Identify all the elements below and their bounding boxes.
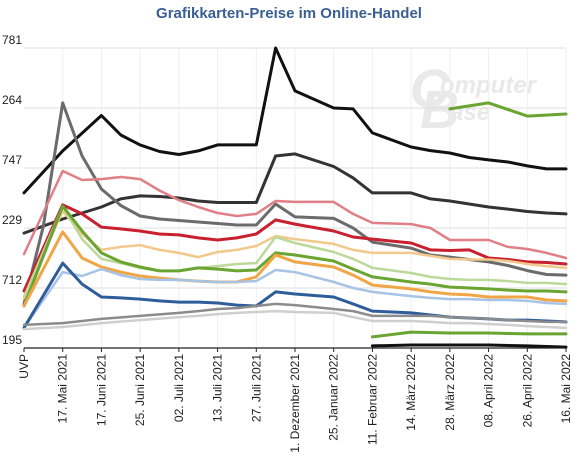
chart-title: Grafikkarten-Preise im Online-Handel xyxy=(156,5,422,22)
x-axis-labels: UVP 17. Mai 2021 17. Juni 2021 25. Juni 202… xyxy=(17,354,573,453)
series-line-14 xyxy=(448,101,568,118)
y-tick-label: 712 xyxy=(2,273,22,287)
x-tick-label: 28. März 2022 xyxy=(443,354,457,431)
series-line-5 xyxy=(22,203,568,293)
series-line-13 xyxy=(22,309,568,331)
series-line-3 xyxy=(22,101,568,306)
x-tick-label: 17. Mai 2021 xyxy=(56,354,70,424)
y-axis-labels: 781 264 747 229 712 195 xyxy=(2,33,22,347)
series-line-1 xyxy=(22,46,568,195)
y-tick-label: 195 xyxy=(2,333,22,347)
y-tick-label: 781 xyxy=(2,33,22,47)
x-tick-label: 08. April 2022 xyxy=(482,354,496,428)
series-line-8 xyxy=(22,204,568,308)
series-line-15 xyxy=(370,330,568,339)
series-line-12 xyxy=(22,302,568,327)
x-tick-label: 26. April 2022 xyxy=(520,354,534,428)
x-tick-label: 11. Februar 2022 xyxy=(365,354,379,445)
x-tick-label: 02. Juli 2021 xyxy=(172,354,186,422)
series-line-2 xyxy=(22,152,568,235)
x-tick-label: 13. Juli 2021 xyxy=(211,354,225,422)
x-tick-label: 25. Januar 2022 xyxy=(327,354,341,441)
computerbase-watermark: C omputer B ase xyxy=(410,59,538,140)
x-tick-label: 25. Juni 2021 xyxy=(133,354,147,426)
series-group xyxy=(22,46,568,349)
series-line-10 xyxy=(22,267,568,330)
series-line-9 xyxy=(22,230,568,308)
y-tick-label: 747 xyxy=(2,153,22,167)
x-axis xyxy=(23,347,567,352)
x-tick-label: 16. Mai 2022 xyxy=(559,354,573,424)
x-tick-label: 1. Dezember 2021 xyxy=(288,354,302,453)
y-tick-label: 229 xyxy=(2,213,22,227)
x-tick-label: 14. März 2022 xyxy=(404,354,418,431)
x-tick-label: 17. Juni 2021 xyxy=(94,354,108,426)
x-tick-label: UVP xyxy=(17,354,31,379)
watermark-letter-c: C xyxy=(410,59,450,119)
series-line-4 xyxy=(22,169,568,260)
y-tick-label: 264 xyxy=(2,93,22,107)
series-line-6 xyxy=(22,209,568,300)
x-tick-label: 27. Juli 2021 xyxy=(249,354,263,422)
series-line-16 xyxy=(370,343,568,349)
